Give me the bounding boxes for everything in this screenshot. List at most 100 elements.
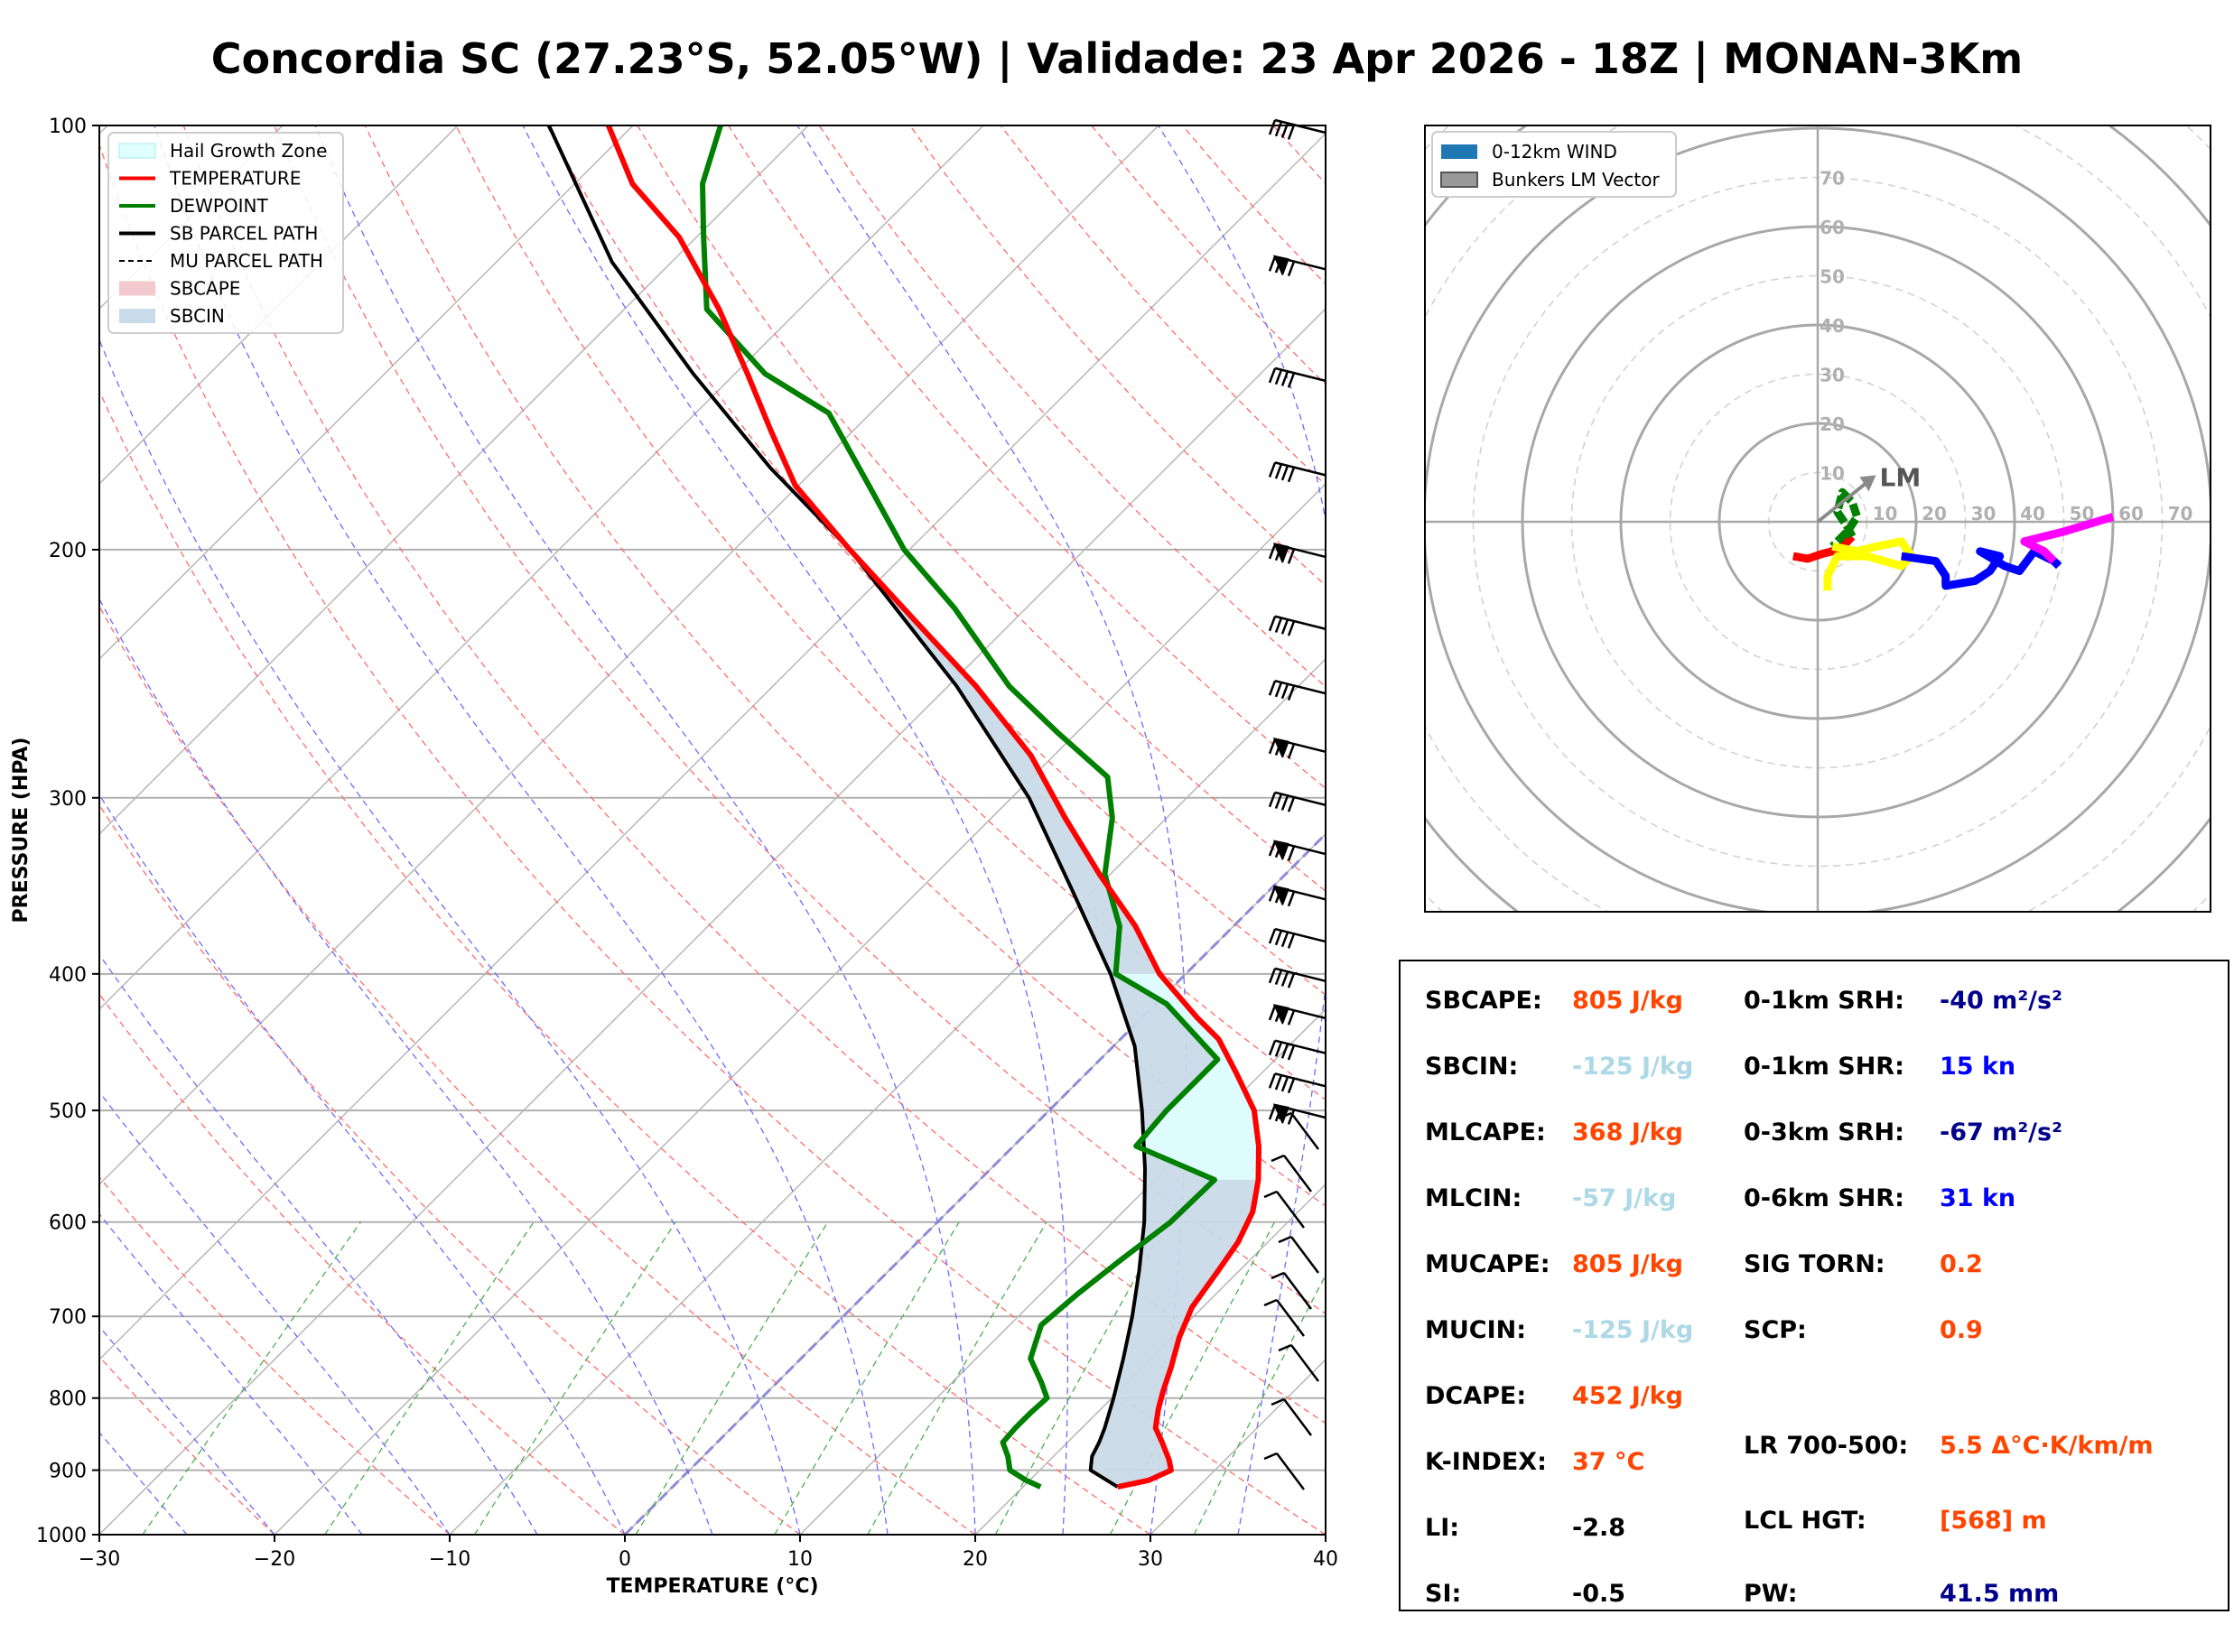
wind-barb-flag: [1287, 933, 1296, 949]
dry-adiabat: [99, 1355, 275, 1535]
wind-barb-flag: [1280, 618, 1289, 635]
wind-barb-low-flag: [1263, 1452, 1278, 1461]
index-value: -57 J/kg: [1572, 1184, 1677, 1212]
wind-barb-flag: [1274, 887, 1283, 904]
hodo-ring-label: 60: [1820, 217, 1845, 238]
mixing-ratio-line: [867, 1221, 1047, 1535]
index-value: 5.5 Δ°C·K/km/m: [1940, 1432, 2154, 1460]
index-value: -0.5: [1572, 1580, 1626, 1608]
legend-label: SBCAPE: [170, 278, 240, 300]
mixing-ratio-line: [994, 1221, 1168, 1535]
y-tick-label: 800: [49, 1388, 87, 1411]
wind-barb-flag: [1268, 928, 1277, 944]
wind-barb-flag: [1268, 840, 1277, 857]
x-tick-label: 30: [1138, 1548, 1163, 1571]
isotherm: [99, 125, 634, 661]
index-label: MLCIN:: [1425, 1184, 1522, 1212]
x-tick-label: −10: [429, 1548, 470, 1571]
wind-barb-flag: [1274, 1042, 1283, 1057]
index-value: 805 J/kg: [1572, 987, 1683, 1015]
wind-barb-flag: [1268, 1072, 1277, 1089]
wind-barb-low-flag: [1271, 1271, 1285, 1280]
index-value: 368 J/kg: [1572, 1118, 1683, 1146]
wind-barb: [1274, 1072, 1326, 1088]
wind-barb-flag: [1268, 1005, 1277, 1021]
wind-barb-low: [1283, 1155, 1312, 1193]
y-tick-label: 400: [49, 964, 87, 987]
wind-barb-flag: [1287, 1044, 1296, 1061]
wind-barb: [1274, 1039, 1326, 1054]
bunkers-lm-arrowhead: [1859, 475, 1876, 492]
isotherm: [449, 657, 1326, 1535]
index-label: 0-3km SRH:: [1744, 1118, 1904, 1146]
index-label: K-INDEX:: [1425, 1448, 1547, 1476]
index-value: -125 J/kg: [1572, 1053, 1694, 1081]
hodo-ring-label: 10: [1820, 463, 1845, 485]
hodo-wind-segment: [1823, 537, 1916, 591]
wind-barb-flag: [1287, 372, 1296, 388]
index-label: MLCAPE:: [1425, 1118, 1546, 1146]
y-tick-label: 500: [49, 1100, 87, 1123]
skewt-plot-area: [99, 125, 1326, 1535]
legend-box: [107, 132, 344, 334]
wind-barb: [1274, 679, 1326, 695]
hodo-legend-label: Bunkers LM Vector: [1492, 169, 1661, 190]
wind-barbs: [1263, 118, 1326, 1490]
index-label: DCAPE:: [1425, 1382, 1527, 1410]
wind-barb-flag: [1268, 543, 1277, 560]
wind-barb-flag: [1268, 461, 1277, 478]
skewt-frame: [98, 125, 1326, 1536]
wind-barb-flag: [1274, 682, 1283, 698]
x-tick-label: −30: [79, 1548, 120, 1571]
wind-barb-flag: [1280, 547, 1289, 562]
wind-barb-flag: [1287, 1009, 1296, 1026]
wind-barb-low-flag: [1278, 1235, 1292, 1244]
mixing-ratio-line: [473, 1221, 676, 1535]
index-label: LI:: [1425, 1514, 1460, 1542]
index-value: [568] m: [1940, 1507, 2047, 1535]
hodo-legend-box: [1431, 131, 1677, 198]
wind-barb-flag: [1274, 1074, 1283, 1091]
wind-barb-flag: [1268, 968, 1277, 984]
wind-barb-flag: [1280, 844, 1289, 860]
y-axis-label: PRESSURE (HPA): [10, 738, 33, 923]
wind-barb-flag: [1268, 255, 1277, 272]
wind-barb-flag: [1280, 889, 1289, 905]
moist-adiabat: [522, 125, 1069, 1535]
wind-barb-flag: [1274, 369, 1283, 385]
index-value: 0.2: [1940, 1250, 1983, 1278]
dry-adiabat: [99, 143, 1326, 1535]
wind-barb-low-flag: [1271, 1397, 1285, 1406]
wind-barb-low: [1290, 1236, 1319, 1274]
index-label: LCL HGT:: [1744, 1507, 1866, 1535]
wind-barb: [1274, 461, 1326, 477]
isotherm: [99, 307, 1326, 1535]
isotherm: [99, 125, 984, 1011]
index-label: SBCAPE:: [1425, 987, 1542, 1015]
dry-adiabat: [727, 125, 1326, 790]
y-tick-label: 900: [49, 1461, 87, 1483]
legend-swatch: [119, 309, 155, 323]
wind-barb-low-flag: [1263, 1190, 1278, 1199]
wind-barb: [1274, 367, 1326, 383]
hodo-ring-label: 30: [1971, 503, 1997, 524]
x-tick-label: 10: [787, 1548, 813, 1571]
wind-barb-flag: [1280, 741, 1289, 757]
index-label: SCP:: [1744, 1316, 1807, 1344]
moist-adiabat: [99, 953, 538, 1535]
sbcin-area: [852, 552, 1259, 1488]
hodo-ring-label: 70: [2168, 503, 2193, 524]
wind-barb-flag: [1287, 1109, 1296, 1125]
legend-label: Hail Growth Zone: [170, 140, 327, 162]
index-label: LR 700-500:: [1744, 1432, 1909, 1460]
wind-barb-flag: [1280, 123, 1289, 139]
wind-barb-flag: [1274, 1106, 1283, 1122]
index-value: -125 J/kg: [1572, 1316, 1694, 1344]
wind-barb-flag: [1287, 620, 1296, 636]
bunkers-lm-label: LM: [1880, 462, 1922, 492]
hodo-ring-label: 20: [1922, 503, 1947, 524]
wind-barb-low-flag: [1263, 1298, 1278, 1307]
wind-barb-flag: [1268, 367, 1277, 384]
legend-label: SB PARCEL PATH: [170, 223, 318, 245]
dry-adiabat: [99, 993, 626, 1535]
